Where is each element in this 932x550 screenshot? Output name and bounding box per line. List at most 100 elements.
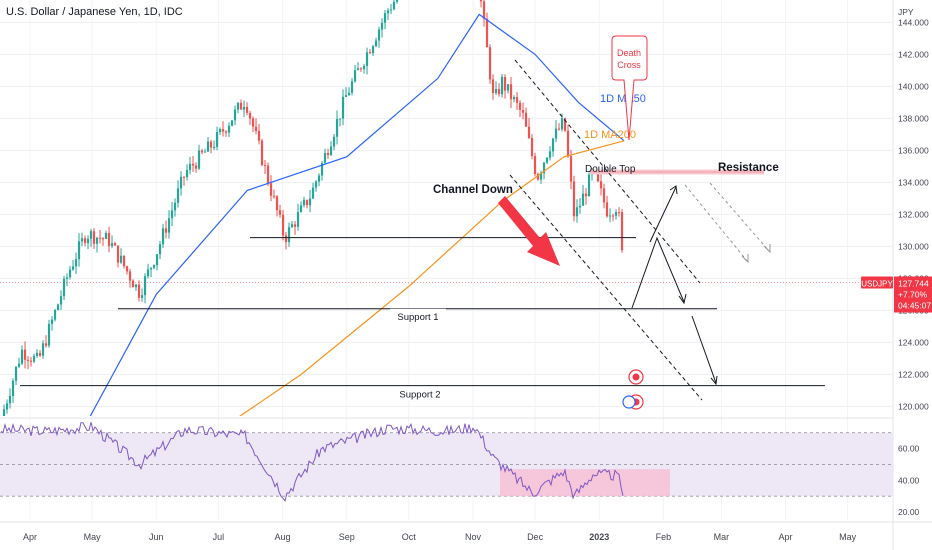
ma50-label: 1D MA50 bbox=[600, 93, 646, 105]
x-tick-label: Apr bbox=[23, 532, 37, 542]
y-tick-label: 130.000 bbox=[898, 241, 929, 251]
candle-body bbox=[257, 131, 261, 141]
candle-body bbox=[164, 228, 168, 233]
axis-unit-label: JPY bbox=[898, 7, 914, 17]
candle-body bbox=[281, 214, 285, 236]
candle-body bbox=[152, 265, 156, 268]
resistance-label: Resistance bbox=[718, 162, 779, 174]
candle-body bbox=[95, 237, 99, 244]
candle-body bbox=[29, 360, 33, 362]
death-cross-callout bbox=[611, 35, 648, 141]
candle-body bbox=[383, 13, 387, 23]
candle-body bbox=[35, 352, 39, 356]
candle-body bbox=[539, 173, 543, 180]
candle-body bbox=[374, 40, 378, 47]
candle-body bbox=[338, 118, 342, 120]
candle-body bbox=[143, 276, 147, 296]
candle-body bbox=[125, 266, 129, 272]
projection-arrowhead bbox=[763, 244, 771, 254]
support-2-label-bg bbox=[392, 386, 448, 401]
candle-body bbox=[491, 79, 495, 94]
candle-body bbox=[359, 68, 363, 70]
candle-body bbox=[521, 109, 525, 113]
candle-body bbox=[497, 89, 501, 95]
candle-body bbox=[140, 295, 144, 298]
candle-body bbox=[86, 238, 90, 244]
candle-body bbox=[479, 0, 483, 2]
candle-body bbox=[221, 129, 225, 132]
candle-body bbox=[284, 235, 288, 243]
candle-body bbox=[98, 237, 102, 239]
candle-body bbox=[566, 130, 570, 157]
candle-body bbox=[59, 296, 63, 305]
x-tick-label: Feb bbox=[656, 532, 672, 542]
candle-body bbox=[323, 152, 327, 163]
candle-body bbox=[191, 163, 195, 166]
candle-body bbox=[206, 141, 210, 152]
candle-body bbox=[326, 152, 330, 156]
candle-body bbox=[116, 245, 120, 263]
candle-body bbox=[365, 52, 369, 67]
y-tick-label: 140.000 bbox=[898, 81, 929, 91]
candle-body bbox=[311, 187, 315, 199]
rsi-line bbox=[0, 422, 624, 503]
candle-body bbox=[32, 355, 36, 362]
candle-body bbox=[128, 271, 132, 281]
candle-body bbox=[617, 212, 621, 214]
candle-body bbox=[596, 171, 600, 182]
y-tick-label: 142.000 bbox=[898, 49, 929, 59]
candle-body bbox=[317, 175, 321, 182]
candle-body bbox=[17, 363, 21, 367]
support-2-label: Support 2 bbox=[399, 390, 440, 401]
candle-body bbox=[350, 81, 354, 93]
candle-body bbox=[239, 102, 243, 110]
candle-body bbox=[620, 212, 624, 251]
candle-body bbox=[278, 210, 282, 215]
candle-body bbox=[146, 269, 150, 277]
ma200-line bbox=[239, 140, 625, 416]
candle-body bbox=[362, 66, 366, 70]
double-top-label: Double Top bbox=[585, 164, 636, 175]
x-tick-label: Oct bbox=[402, 532, 417, 542]
candle-body bbox=[572, 181, 576, 217]
x-tick-label: Mar bbox=[714, 532, 730, 542]
candle-body bbox=[569, 156, 573, 182]
projection-arrowhead bbox=[678, 293, 687, 305]
candle-body bbox=[209, 141, 213, 148]
candle-body bbox=[563, 118, 567, 131]
y-tick-label: 144.000 bbox=[898, 17, 929, 27]
candle-body bbox=[308, 198, 312, 206]
candle-body bbox=[113, 243, 117, 246]
candle-body bbox=[305, 199, 309, 206]
candle-body bbox=[515, 97, 519, 103]
candle-body bbox=[584, 193, 588, 197]
candle-body bbox=[179, 176, 183, 189]
symbol-badge bbox=[861, 276, 893, 289]
event-flag-icon bbox=[632, 373, 640, 381]
candle-body bbox=[548, 151, 552, 158]
y-tick-label: 138.000 bbox=[898, 113, 929, 123]
candle-body bbox=[158, 244, 162, 255]
candle-body bbox=[89, 231, 93, 239]
candle-body bbox=[230, 120, 234, 126]
candles bbox=[2, 0, 624, 416]
candle-body bbox=[356, 68, 360, 71]
candle-body bbox=[122, 255, 126, 267]
death-cross-label: Death bbox=[617, 48, 641, 58]
candle-body bbox=[578, 205, 582, 208]
candle-body bbox=[215, 131, 219, 147]
x-tick-label: Aug bbox=[275, 532, 291, 542]
candle-body bbox=[41, 343, 45, 356]
candle-body bbox=[134, 284, 138, 288]
candle-body bbox=[602, 188, 606, 203]
channel-down-arrow bbox=[498, 196, 560, 266]
y-tick-label: 132.000 bbox=[898, 209, 929, 219]
candle-body bbox=[314, 181, 318, 188]
candle-body bbox=[509, 84, 513, 100]
candle-body bbox=[218, 129, 222, 132]
candle-body bbox=[488, 47, 492, 80]
candle-body bbox=[71, 266, 75, 270]
candle-body bbox=[83, 238, 87, 244]
channel-down-label: Channel Down bbox=[433, 184, 513, 196]
